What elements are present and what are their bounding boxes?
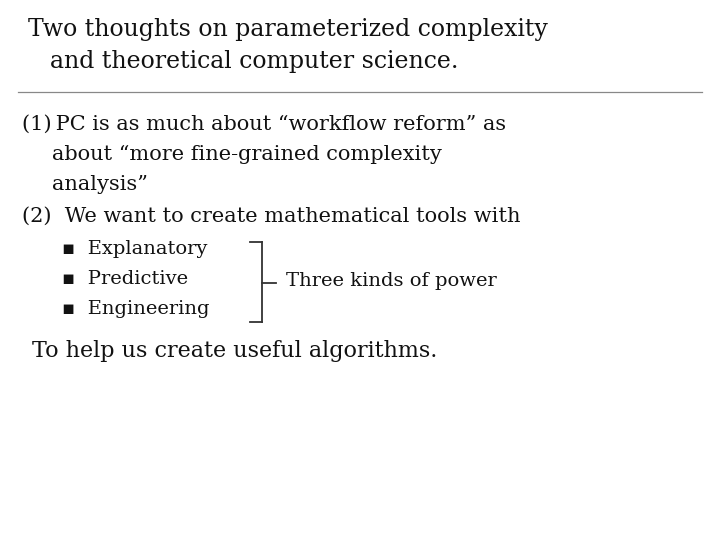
Text: ▪  Predictive: ▪ Predictive [62, 270, 188, 288]
Text: Three kinds of power: Three kinds of power [286, 272, 497, 290]
Text: (1) PC is as much about “workflow reform” as: (1) PC is as much about “workflow reform… [22, 115, 506, 134]
Text: ▪  Explanatory: ▪ Explanatory [62, 240, 207, 258]
Text: about “more fine-grained complexity: about “more fine-grained complexity [52, 145, 442, 164]
Text: Two thoughts on parameterized complexity: Two thoughts on parameterized complexity [28, 18, 548, 41]
Text: analysis”: analysis” [52, 175, 148, 194]
Text: ▪  Engineering: ▪ Engineering [62, 300, 210, 318]
Text: To help us create useful algorithms.: To help us create useful algorithms. [32, 340, 437, 362]
Text: and theoretical computer science.: and theoretical computer science. [50, 50, 459, 73]
Text: (2)  We want to create mathematical tools with: (2) We want to create mathematical tools… [22, 207, 521, 226]
